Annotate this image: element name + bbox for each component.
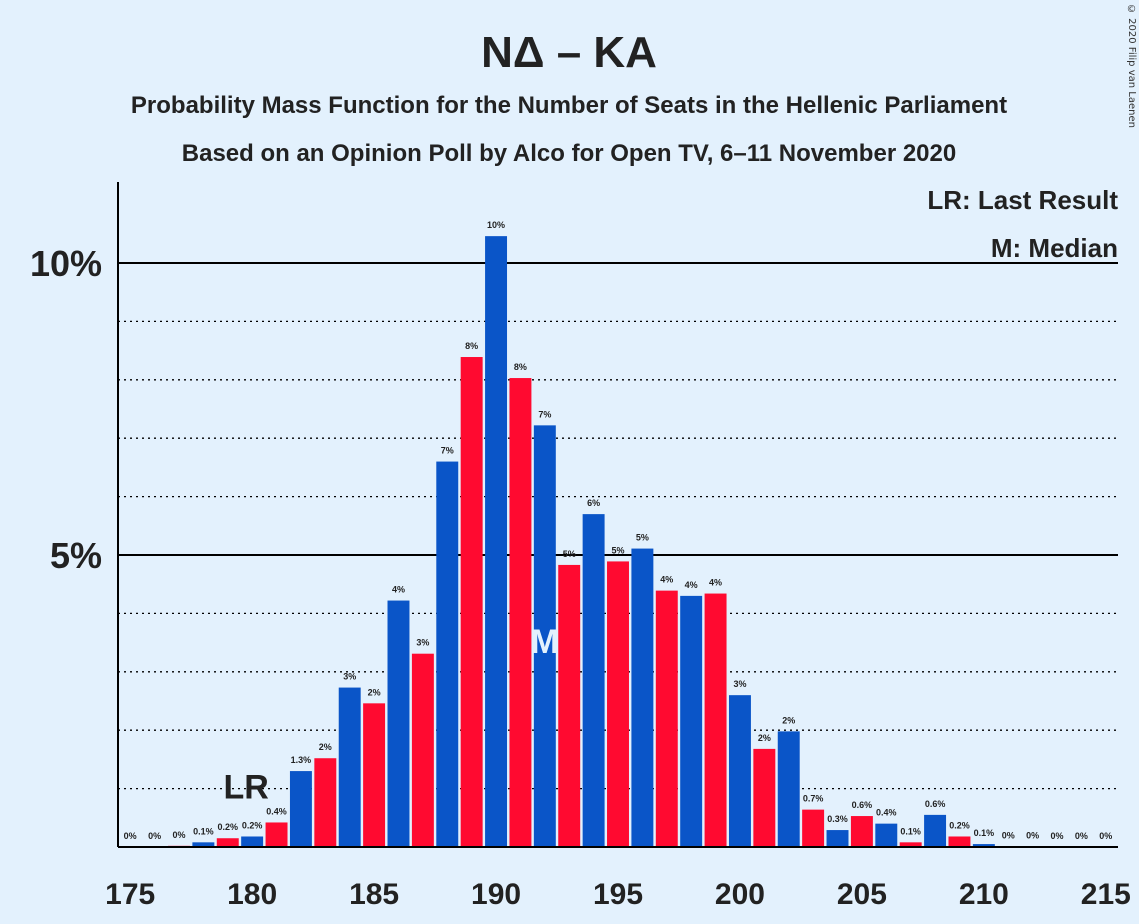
- bar-193: [558, 565, 580, 847]
- bar-185: [363, 703, 385, 847]
- bar-value-label-182: 1.3%: [291, 755, 312, 765]
- y-tick-10: 10%: [30, 243, 102, 284]
- bar-189: [461, 357, 483, 847]
- bar-value-label-191: 8%: [514, 362, 527, 372]
- bar-183: [314, 758, 336, 847]
- bar-195: [607, 561, 629, 847]
- bar-202: [778, 731, 800, 847]
- bar-value-label-187: 3%: [416, 638, 429, 648]
- bar-186: [388, 601, 410, 847]
- bar-181: [266, 822, 288, 847]
- bar-191: [509, 378, 531, 847]
- bar-value-label-189: 8%: [465, 341, 478, 351]
- bar-value-label-192: 7%: [538, 409, 551, 419]
- bar-value-label-201: 2%: [758, 733, 771, 743]
- bar-value-label-176: 0%: [148, 831, 161, 841]
- bar-205: [851, 816, 873, 847]
- legend-last-result: LR: Last Result: [927, 185, 1118, 215]
- bar-value-label-212: 0%: [1026, 830, 1039, 840]
- x-tick-180: 180: [227, 878, 277, 911]
- bar-value-label-207: 0.1%: [900, 826, 921, 836]
- x-tick-195: 195: [593, 878, 643, 911]
- bar-value-label-196: 5%: [636, 533, 649, 543]
- axes: 175 180 185 190 195 200 205 210 215 5% 10%: [30, 182, 1131, 911]
- bar-value-label-175: 0%: [124, 831, 137, 841]
- bar-value-label-177: 0%: [172, 830, 185, 840]
- x-tick-190: 190: [471, 878, 521, 911]
- bar-184: [339, 688, 361, 847]
- bar-value-label-211: 0%: [1002, 830, 1015, 840]
- bar-value-label-193: 5%: [563, 549, 576, 559]
- bar-value-label-190: 10%: [487, 220, 505, 230]
- bar-value-label-209: 0.2%: [949, 820, 970, 830]
- bar-206: [875, 824, 897, 847]
- bar-value-label-195: 5%: [611, 545, 624, 555]
- median-marker: M: [531, 623, 559, 661]
- bar-value-label-203: 0.7%: [803, 794, 824, 804]
- bar-203: [802, 810, 824, 847]
- bar-199: [705, 594, 727, 847]
- x-tick-185: 185: [349, 878, 399, 911]
- y-tick-5: 5%: [50, 535, 102, 576]
- bar-190: [485, 236, 507, 847]
- bar-value-label-178: 0.1%: [193, 826, 214, 836]
- bar-value-label-199: 4%: [709, 578, 722, 588]
- bar-208: [924, 815, 946, 847]
- chart-title: ΝΔ – ΚΑ: [481, 28, 657, 77]
- bar-value-label-213: 0%: [1051, 831, 1064, 841]
- legend-median: M: Median: [991, 233, 1118, 263]
- bar-value-label-188: 7%: [441, 446, 454, 456]
- bar-value-label-197: 4%: [660, 575, 673, 585]
- chart-subtitle-poll: Based on an Opinion Poll by Alco for Ope…: [182, 140, 956, 167]
- bar-value-label-186: 4%: [392, 585, 405, 595]
- bar-value-label-183: 2%: [319, 742, 332, 752]
- bar-value-label-194: 6%: [587, 498, 600, 508]
- bar-value-label-215: 0%: [1099, 831, 1112, 841]
- bar-value-label-214: 0%: [1075, 831, 1088, 841]
- bar-value-label-210: 0.1%: [974, 828, 995, 838]
- bar-187: [412, 654, 434, 847]
- x-tick-215: 215: [1081, 878, 1131, 911]
- bar-value-label-198: 4%: [685, 580, 698, 590]
- bar-209: [948, 836, 970, 847]
- bar-value-label-181: 0.4%: [266, 806, 287, 816]
- bar-value-label-185: 2%: [368, 687, 381, 697]
- bar-198: [680, 596, 702, 847]
- bar-value-label-180: 0.2%: [242, 820, 263, 830]
- bar-value-label-205: 0.6%: [852, 800, 873, 810]
- last-result-marker: LR: [223, 768, 268, 806]
- bar-204: [827, 830, 849, 847]
- x-tick-205: 205: [837, 878, 887, 911]
- bar-value-label-200: 3%: [733, 679, 746, 689]
- bar-188: [436, 462, 458, 847]
- bar-180: [241, 836, 263, 847]
- x-tick-210: 210: [959, 878, 1009, 911]
- bar-194: [583, 514, 605, 847]
- bar-201: [753, 749, 775, 847]
- bar-197: [656, 591, 678, 847]
- bar-value-label-184: 3%: [343, 672, 356, 682]
- bar-200: [729, 695, 751, 847]
- bar-value-label-206: 0.4%: [876, 808, 897, 818]
- bar-182: [290, 771, 312, 847]
- bar-value-label-179: 0.2%: [217, 822, 238, 832]
- x-tick-200: 200: [715, 878, 765, 911]
- x-tick-175: 175: [105, 878, 155, 911]
- bar-value-label-208: 0.6%: [925, 799, 946, 809]
- bar-179: [217, 838, 239, 847]
- copyright-notice: © 2020 Filip van Laenen: [1126, 4, 1137, 128]
- chart-subtitle: Probability Mass Function for the Number…: [131, 92, 1007, 119]
- bar-value-label-202: 2%: [782, 715, 795, 725]
- bar-value-label-204: 0.3%: [827, 814, 848, 824]
- bar-196: [631, 549, 653, 847]
